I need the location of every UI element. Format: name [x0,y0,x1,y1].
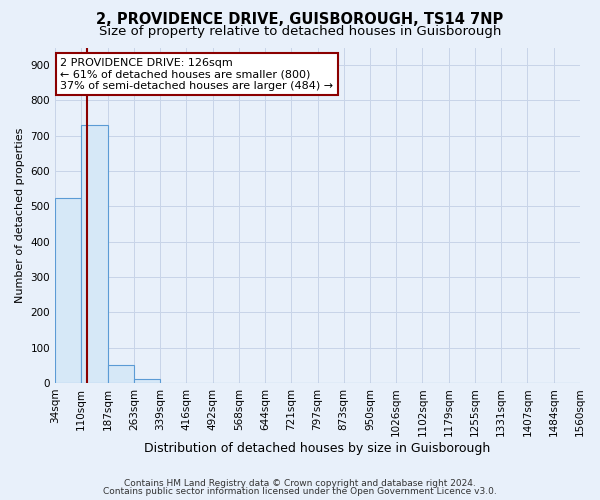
Text: Size of property relative to detached houses in Guisborough: Size of property relative to detached ho… [99,25,501,38]
Text: Contains public sector information licensed under the Open Government Licence v3: Contains public sector information licen… [103,487,497,496]
Text: 2, PROVIDENCE DRIVE, GUISBOROUGH, TS14 7NP: 2, PROVIDENCE DRIVE, GUISBOROUGH, TS14 7… [97,12,503,28]
Y-axis label: Number of detached properties: Number of detached properties [15,128,25,303]
Bar [55,198,81,383]
Bar [81,125,107,383]
Text: Contains HM Land Registry data © Crown copyright and database right 2024.: Contains HM Land Registry data © Crown c… [124,478,476,488]
Text: 2 PROVIDENCE DRIVE: 126sqm
← 61% of detached houses are smaller (800)
37% of sem: 2 PROVIDENCE DRIVE: 126sqm ← 61% of deta… [60,58,334,91]
Bar [134,378,160,383]
X-axis label: Distribution of detached houses by size in Guisborough: Distribution of detached houses by size … [145,442,491,455]
Bar [107,365,134,383]
